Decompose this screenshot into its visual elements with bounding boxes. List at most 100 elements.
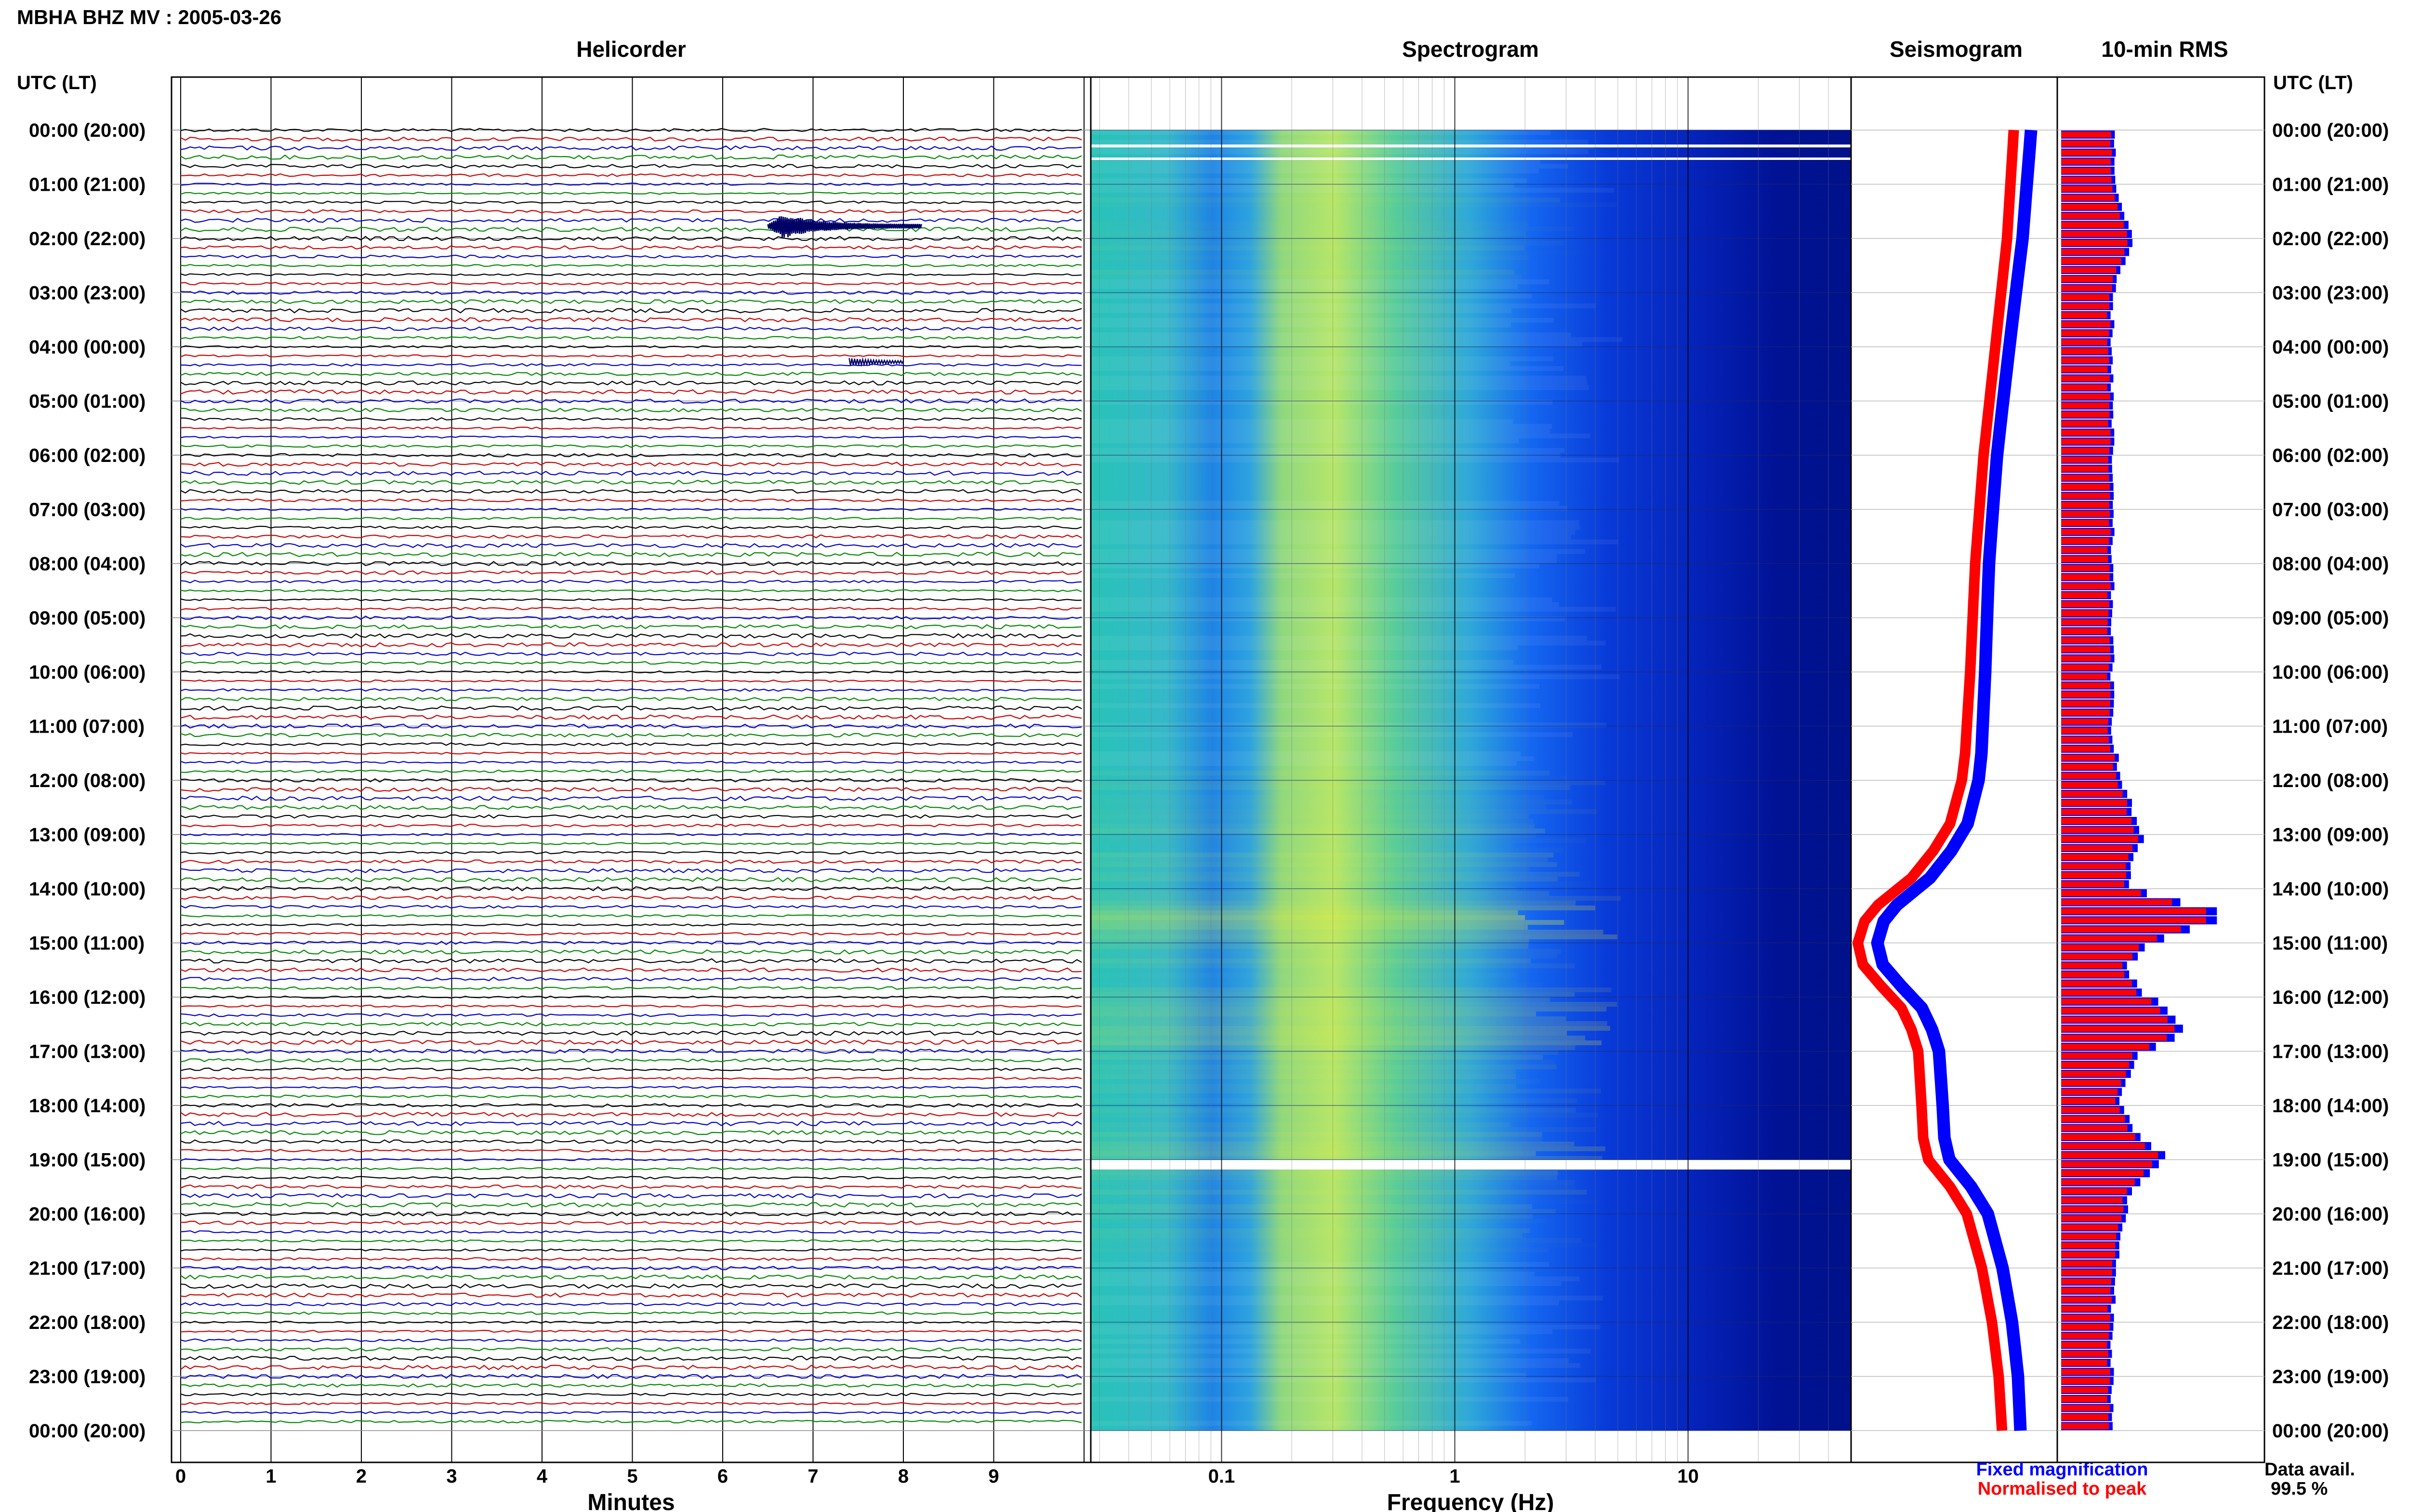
rms-bar-normalised [2061,1423,2109,1430]
helicorder-trace [180,661,1082,665]
rms-bar-normalised [2061,1341,2107,1348]
time-label-right: 01:00 (21:00) [2272,174,2389,196]
spectrogram-row-shade [1091,342,1582,347]
helicorder-trace [180,526,1082,529]
time-label-left: 07:00 (03:00) [29,500,146,521]
spectrogram-row-shade [1091,564,1539,568]
spectrogram-row-shade [1091,1228,1531,1233]
rms-bar-normalised [2061,438,2111,445]
rms-bar-normalised [2061,1143,2145,1149]
spectrogram-row-shade [1091,197,1561,202]
spectrogram-row-shade [1091,1219,1547,1223]
helicorder-ticks: 0 1 2 3 4 5 6 7 8 9 [175,1455,999,1487]
helicorder-trace [180,218,1082,223]
spectrogram-row-shade [1091,949,1561,954]
helicorder-trace [180,1402,1082,1405]
time-label-right: 11:00 (07:00) [2272,716,2388,737]
helicorder-trace [180,615,1082,620]
time-label-right: 20:00 (16:00) [2272,1204,2389,1225]
legend-normalised-to-peak: Normalised to peak [1978,1479,2147,1499]
spectrogram-row-shade [1091,573,1515,578]
helicorder-trace [180,1158,1082,1161]
helicorder-trace [180,192,1082,195]
time-label-right: 07:00 (03:00) [2272,500,2389,521]
time-label-left: 00:00 (20:00) [29,120,146,141]
spectrogram-row-shade [1091,617,1565,621]
spectrogram-row-shade [1091,910,1518,915]
helicorder-trace [180,498,1082,502]
spectrogram-row-shade [1091,1156,1602,1161]
seismogram-frame [1850,76,2058,1463]
spectrogram-row-shade [1091,756,1535,761]
spectrogram-row-shade [1091,1339,1521,1344]
helicorder-trace [180,1167,1082,1170]
spectrogram-row-shade [1091,930,1603,934]
rms-bar-normalised [2061,1026,2175,1032]
helicorder-trace [180,905,1082,909]
spectrogram-row-shade [1091,458,1619,462]
spectrogram-row-shade [1091,1142,1575,1146]
time-label-left: 14:00 (10:00) [29,879,146,900]
rms-bar-normalised [2061,710,2110,716]
rms-bar-normalised [2061,1224,2118,1231]
time-label-left: 16:00 (12:00) [29,987,146,1008]
helicorder-trace [180,508,1082,511]
rms-bar-normalised [2061,890,2141,896]
spectrogram-row-shade [1091,1272,1535,1276]
time-label-left: 18:00 (14:00) [29,1095,146,1117]
helicorder-trace [180,842,1082,845]
spectrogram-row-shade [1091,1146,1605,1151]
rms-bar-normalised [2061,727,2108,734]
helicorder-tick-label: 2 [356,1466,367,1487]
helicorder-trace [180,336,1082,340]
spectrogram-row-shade [1091,641,1606,645]
spectrogram-row-shade [1091,636,1587,641]
spectrogram-row-shade [1091,323,1511,328]
helicorder-trace [180,1230,1082,1234]
spectrogram-row-shade [1091,303,1596,308]
figure-title: MBHA BHZ MV : 2005-03-26 [17,6,281,28]
helicorder-trace [180,1365,1082,1370]
rms-bar-normalised [2061,953,2132,960]
spectrogram-row-shade [1091,1190,1587,1195]
helicorder-tick-label: 9 [988,1466,999,1487]
spectrogram-row-shade [1091,968,1559,973]
rms-bar-normalised [2061,1315,2110,1321]
rms-bar-normalised [2061,556,2108,563]
rms-bar-normalised [2061,827,2134,833]
spectrogram-row-shade [1091,814,1529,819]
helicorder-trace [180,1086,1082,1089]
spectrogram-row-shade [1091,130,1551,135]
helicorder-trace [180,273,1082,276]
spectrogram-row-shade [1091,1151,1536,1156]
time-label-left: 08:00 (04:00) [29,553,146,575]
helicorder-trace [180,1022,1082,1026]
rms-bar-normalised [2061,790,2123,797]
rms-bar-normalised [2061,1107,2120,1113]
rms-bar-normalised [2061,411,2110,418]
data-availability-value: 99.5 % [2271,1479,2328,1499]
spectrogram-row-shade [1091,1204,1533,1209]
rms-bar-normalised [2061,1098,2116,1104]
spectrogram-row-shade [1091,838,1587,843]
spectrogram-row-shade [1091,833,1536,838]
helicorder-trace [180,245,1082,250]
spectrogram-tick-label: 1 [1449,1466,1460,1487]
spectrogram-row-shade [1091,1079,1540,1084]
time-label-left: 17:00 (13:00) [29,1041,146,1063]
helicorder-trace [180,723,1082,729]
time-labels-left: 00:00 (20:00) 01:00 (21:00) 02:00 (22:00) 0… [29,120,146,1442]
rms-bar-normalised [2061,149,2112,156]
helicorder-trace [180,354,1082,357]
rms-bar-normalised [2061,511,2110,517]
helicorder-event-trace [848,357,904,367]
rms-bar-normalised [2061,637,2110,644]
helicorder-trace [180,1013,1082,1017]
data-availability-label: Data avail. [2264,1459,2355,1480]
helicorder-trace [180,136,1082,142]
rms-bar-normalised [2061,971,2125,978]
helicorder-trace [180,1302,1082,1306]
rms-bar-normalised [2061,818,2132,824]
helicorder-trace [180,633,1082,639]
time-label-right: 19:00 (15:00) [2272,1150,2389,1171]
